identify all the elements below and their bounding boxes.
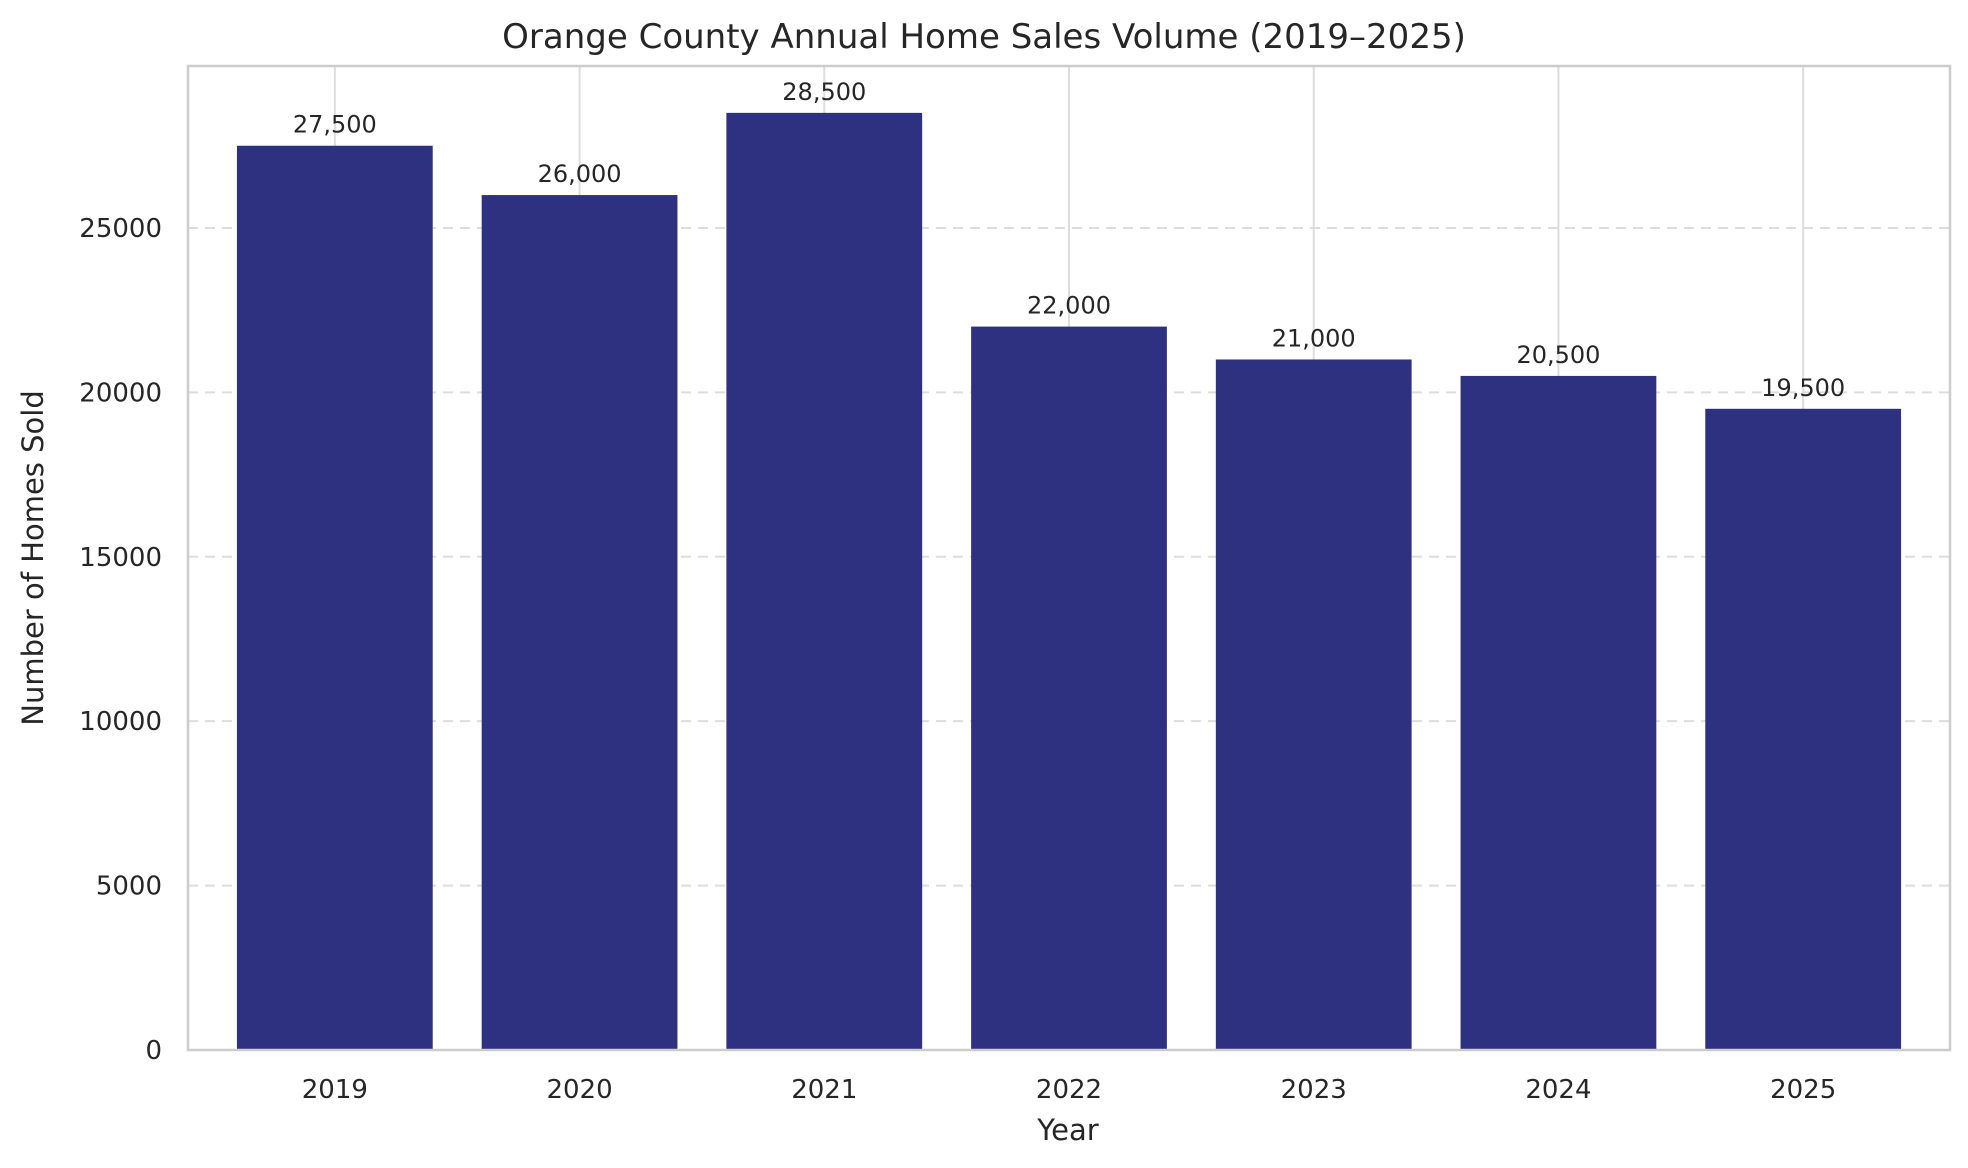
y-tick-label-15000: 15000 xyxy=(79,543,162,573)
bar-value-label-2024: 20,500 xyxy=(1516,341,1600,369)
y-tick-label-0: 0 xyxy=(145,1036,162,1066)
bar-value-label-2020: 26,000 xyxy=(538,160,622,188)
y-tick-label-5000: 5000 xyxy=(96,872,162,902)
x-tick-label-2024: 2024 xyxy=(1525,1075,1591,1105)
bar-2019 xyxy=(236,145,433,1050)
bar-value-label-2021: 28,500 xyxy=(782,78,866,106)
bar-2022 xyxy=(971,326,1167,1050)
plot-area-frame xyxy=(186,64,1952,1052)
bar-2024 xyxy=(1460,375,1657,1050)
bar-value-labels: 27,500 26,000 28,500 22,000 21,000 20,500 19,5… xyxy=(293,78,1845,402)
x-tick-label-2020: 2020 xyxy=(546,1075,612,1105)
x-tick-label-2025: 2025 xyxy=(1770,1075,1836,1105)
y-tick-label-10000: 10000 xyxy=(79,707,162,737)
x-tick-label-2019: 2019 xyxy=(302,1075,368,1105)
x-axis-tick-labels: 2019 2020 2021 2022 2023 2024 2025 xyxy=(302,1075,1837,1105)
bar-value-label-2025: 19,500 xyxy=(1761,374,1845,402)
x-tick-label-2023: 2023 xyxy=(1281,1075,1347,1105)
y-tick-label-25000: 25000 xyxy=(79,214,162,244)
x-tick-label-2022: 2022 xyxy=(1036,1075,1102,1105)
y-axis-tick-labels: 0 5000 10000 15000 20000 25000 xyxy=(79,214,162,1066)
bar-2023 xyxy=(1215,359,1412,1050)
bar-2021 xyxy=(726,112,923,1051)
bar-value-label-2019: 27,500 xyxy=(293,111,377,139)
bar-2025 xyxy=(1705,408,1902,1050)
x-axis-label: Year xyxy=(1036,1113,1098,1147)
y-axis-label: Number of Homes Sold xyxy=(16,390,50,725)
x-tick-label-2021: 2021 xyxy=(791,1075,857,1105)
chart-title: Orange County Annual Home Sales Volume (… xyxy=(502,17,1466,57)
bar-2020 xyxy=(481,195,678,1051)
bar-value-label-2022: 22,000 xyxy=(1027,292,1111,320)
y-tick-label-20000: 20000 xyxy=(79,378,162,408)
bars xyxy=(236,112,1902,1051)
bar-value-label-2023: 21,000 xyxy=(1272,324,1356,352)
